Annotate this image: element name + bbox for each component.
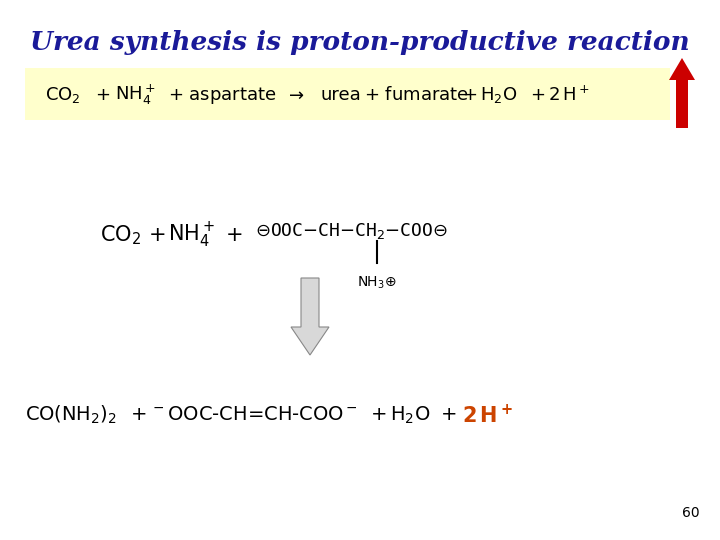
Text: $\mathrm{CO_2}$: $\mathrm{CO_2}$ [45,85,81,105]
Text: $+\,\mathrm{H_2O}$: $+\,\mathrm{H_2O}$ [462,85,518,105]
Text: $+$ aspartate: $+$ aspartate [168,84,276,105]
Text: $+$: $+$ [225,225,243,245]
Text: urea: urea [320,86,361,104]
Text: $+$: $+$ [130,406,146,424]
Text: $\rightarrow$: $\rightarrow$ [285,86,305,104]
Polygon shape [291,278,329,355]
Text: $+$: $+$ [148,225,166,245]
Text: $\mathrm{NH_4^+}$: $\mathrm{NH_4^+}$ [168,220,215,249]
Text: Urea synthesis is proton-productive reaction: Urea synthesis is proton-productive reac… [30,30,690,55]
Text: 60: 60 [683,506,700,520]
Text: $\mathrm{CO_2}$: $\mathrm{CO_2}$ [100,223,141,247]
FancyBboxPatch shape [25,68,670,120]
Text: $+$: $+$ [440,406,456,424]
Text: $\mathrm{NH_4^+}$: $\mathrm{NH_4^+}$ [115,83,156,107]
Text: $^-$OOC-CH=CH-COO$^-$: $^-$OOC-CH=CH-COO$^-$ [150,406,358,424]
Text: $+$ fumarate: $+$ fumarate [364,86,469,104]
Text: $\mathbf{2\,H^+}$: $\mathbf{2\,H^+}$ [462,403,513,427]
Text: $\ominus$OOC$-$CH$-$CH$_2$$-$COO$\ominus$: $\ominus$OOC$-$CH$-$CH$_2$$-$COO$\ominus… [255,221,448,241]
Text: $+$: $+$ [95,86,110,104]
Text: $+\,2\,\mathrm{H^+}$: $+\,2\,\mathrm{H^+}$ [530,85,590,105]
Text: NH$_3$$\oplus$: NH$_3$$\oplus$ [357,275,397,292]
Text: $+$: $+$ [370,406,387,424]
Polygon shape [669,58,695,128]
Text: H$_2$O: H$_2$O [390,404,431,426]
Text: CO(NH$_2$)$_2$: CO(NH$_2$)$_2$ [25,404,117,426]
